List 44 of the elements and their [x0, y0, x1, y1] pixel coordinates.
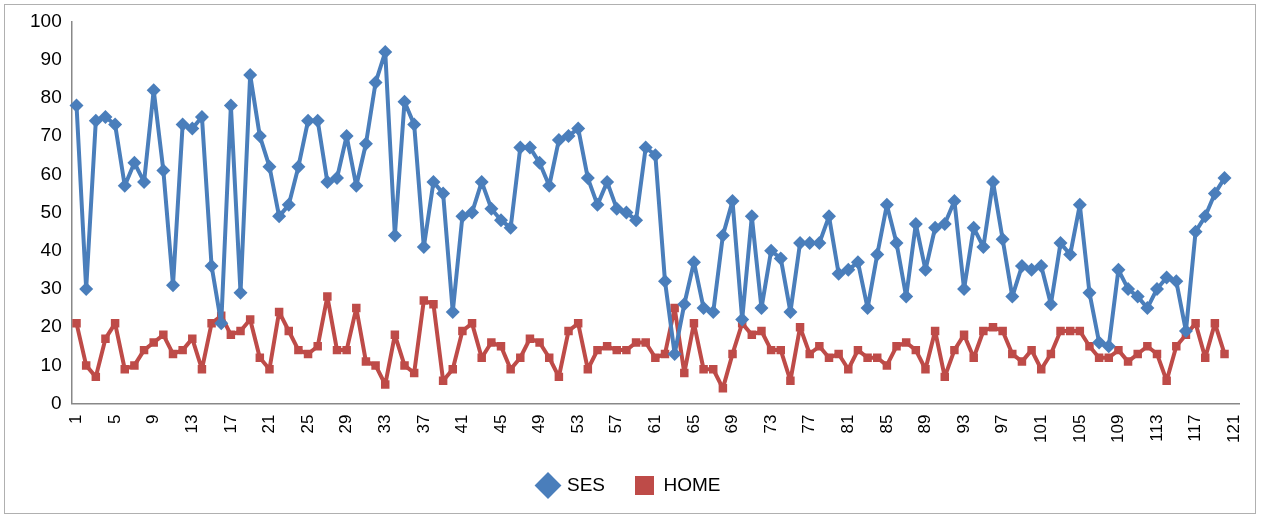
x-tick-label: 21 — [259, 414, 279, 434]
y-tick-label: 0 — [51, 391, 62, 413]
y-tick-label: 60 — [40, 162, 62, 184]
x-tick-label: 89 — [915, 414, 935, 434]
x-tick-label: 101 — [1030, 414, 1050, 444]
x-tick-label: 113 — [1146, 414, 1166, 442]
x-tick-label: 1 — [66, 414, 86, 425]
x-tick-label: 117 — [1185, 414, 1205, 442]
x-tick-label: 109 — [1108, 414, 1128, 444]
x-tick-label: 49 — [529, 414, 549, 434]
y-tick-label: 70 — [40, 124, 62, 146]
x-tick-label: 61 — [645, 414, 665, 434]
y-tick-label: 50 — [40, 200, 62, 222]
x-tick-label: 29 — [336, 414, 356, 434]
y-tick-label: 30 — [40, 277, 62, 299]
x-tick-label: 69 — [722, 414, 742, 434]
x-tick-label: 81 — [837, 414, 857, 434]
x-tick-label: 77 — [799, 414, 819, 434]
x-tick-label: 85 — [876, 414, 896, 434]
y-tick-label: 90 — [40, 47, 62, 69]
y-tick-label: 10 — [40, 353, 62, 375]
x-tick-label: 9 — [143, 414, 163, 425]
x-tick-label: 105 — [1069, 414, 1089, 444]
x-tick-label: 37 — [413, 414, 433, 434]
y-tick-label: 40 — [40, 238, 62, 260]
x-tick-label: 93 — [953, 414, 973, 434]
x-tick-label: 33 — [374, 414, 394, 434]
x-tick-label: 5 — [104, 414, 124, 425]
x-tick-label: 17 — [220, 414, 240, 434]
x-tick-label: 97 — [992, 414, 1012, 434]
x-tick-label: 73 — [760, 414, 780, 434]
legend-label: SES — [566, 473, 606, 495]
x-tick-label: 57 — [606, 414, 626, 434]
x-tick-label: 65 — [683, 414, 703, 434]
x-tick-label: 53 — [567, 414, 587, 434]
y-tick-label: 20 — [40, 315, 62, 337]
y-tick-label: 80 — [40, 86, 62, 108]
y-tick-label: 100 — [30, 9, 62, 31]
x-tick-label: 121 — [1223, 414, 1243, 444]
x-tick-label: 45 — [490, 414, 510, 434]
legend-label: HOME — [663, 473, 721, 495]
x-tick-label: 41 — [452, 414, 472, 434]
x-tick-label: 13 — [181, 414, 201, 434]
x-tick-label: 25 — [297, 414, 317, 434]
